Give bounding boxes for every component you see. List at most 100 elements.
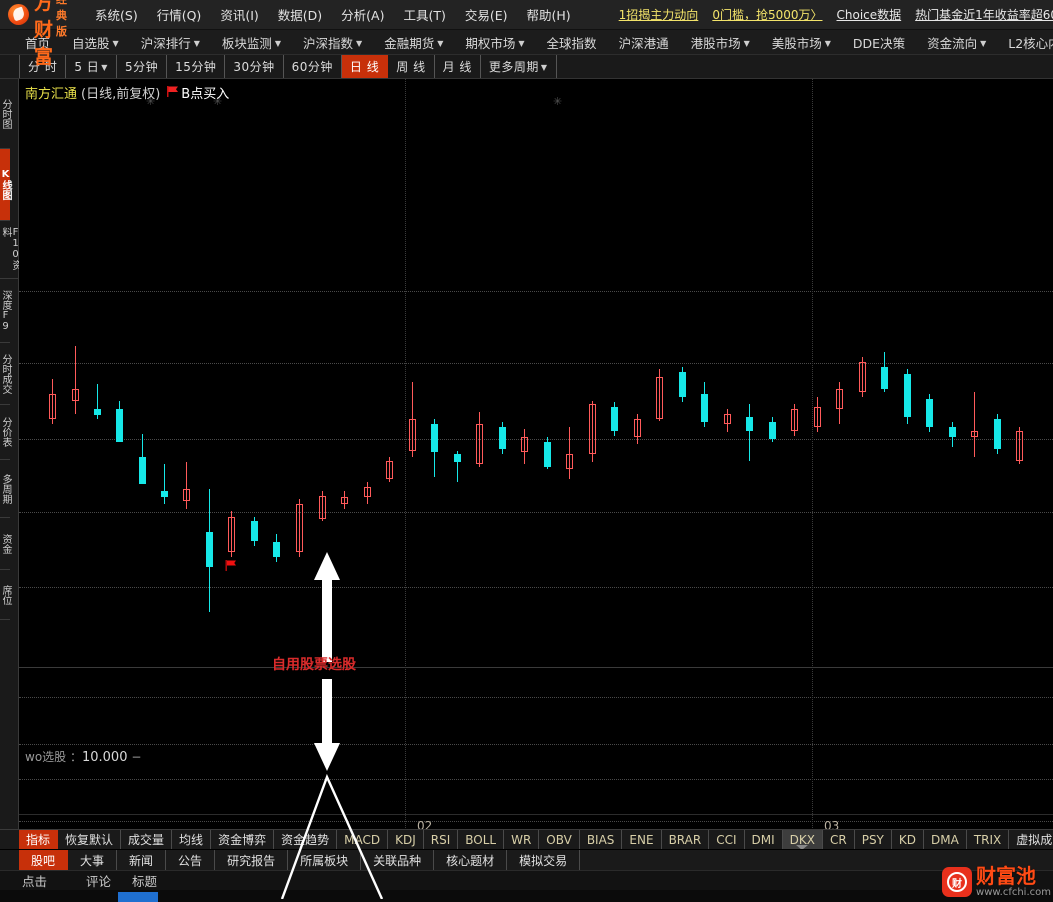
indicator-tab-DKX[interactable]: DKX — [782, 830, 823, 849]
period-label: 周 线 — [396, 60, 426, 74]
candlestick — [1015, 427, 1023, 464]
menu-item-data[interactable]: 数据(D) — [277, 8, 323, 23]
indicator-tab-资金趋势[interactable]: 资金趋势 — [274, 830, 338, 849]
indicator-tab-ENE[interactable]: ENE — [622, 830, 662, 849]
indicator-tab-RSI[interactable]: RSI — [424, 830, 459, 849]
candlestick — [93, 384, 101, 419]
indicator-tab-WR[interactable]: WR — [504, 830, 540, 849]
menu-item-news[interactable]: 资讯(I) — [220, 8, 259, 23]
nav-item-home[interactable]: 首页 — [14, 33, 61, 52]
promo-link-main-force[interactable]: 1招揭主力动向 — [618, 8, 699, 22]
nav-item-stock-connect[interactable]: 沪深港通 — [608, 33, 680, 52]
indicator-tab-BIAS[interactable]: BIAS — [580, 830, 623, 849]
indicator-tab-虚拟成交量[interactable]: 虚拟成交量 — [1009, 830, 1053, 849]
menu-item-tools[interactable]: 工具(T) — [403, 8, 446, 23]
nav-item-ranking[interactable]: 沪深排行 ▼ — [130, 33, 211, 52]
indicator-tab-BOLL[interactable]: BOLL — [458, 830, 505, 849]
indicator-tab-BRAR[interactable]: BRAR — [662, 830, 710, 849]
sidebar-item-tick-trades[interactable]: 分时成交 — [0, 343, 11, 405]
candlestick — [115, 401, 123, 442]
indicator-tab-label: DKX — [789, 832, 815, 847]
news-tab-公告[interactable]: 公告 — [166, 850, 216, 870]
sidebar-item-capital[interactable]: 资金 — [0, 518, 11, 570]
news-tab-核心题材[interactable]: 核心题材 — [434, 850, 508, 870]
news-tab-模拟交易[interactable]: 模拟交易 — [507, 850, 581, 870]
news-tab-所属板块[interactable]: 所属板块 — [288, 850, 362, 870]
nav-item-l2-core[interactable]: L2核心内参 — [997, 33, 1053, 52]
nav-item-capital-flow[interactable]: 资金流向 ▼ — [916, 33, 997, 52]
news-tab-股吧[interactable]: 股吧 — [19, 850, 69, 870]
sidebar-item-kline-chart[interactable]: K线图 — [0, 149, 11, 221]
period-button-5day[interactable]: 5 日 ▼ — [66, 55, 117, 78]
period-button-weekly[interactable]: 周 线 — [388, 55, 435, 78]
sidebar-item-intraday-chart[interactable]: 分时图 — [0, 79, 11, 149]
menu-item-quotes[interactable]: 行情(Q) — [156, 8, 202, 23]
menu-item-trade[interactable]: 交易(E) — [464, 8, 508, 23]
nav-item-index[interactable]: 沪深指数 ▼ — [292, 33, 373, 52]
nav-item-options[interactable]: 期权市场 ▼ — [454, 33, 535, 52]
promo-link-choice-data[interactable]: Choice数据 — [836, 8, 902, 22]
news-tab-关联品种[interactable]: 关联品种 — [361, 850, 435, 870]
sidebar-item-seats[interactable]: 席位 — [0, 570, 11, 620]
indicator-tab-DMA[interactable]: DMA — [924, 830, 967, 849]
sidebar-item-f10[interactable]: F10资料 — [0, 221, 21, 279]
indicator-tab-均线[interactable]: 均线 — [172, 830, 212, 849]
sidebar-item-multi-period[interactable]: 多周期 — [0, 460, 11, 518]
nav-label: 全球指数 — [546, 35, 597, 51]
period-button-15min[interactable]: 15分钟 — [167, 55, 226, 78]
candle-body — [318, 496, 326, 519]
indicator-tab-成交量[interactable]: 成交量 — [121, 830, 173, 849]
nav-item-dde[interactable]: DDE决策 — [842, 33, 916, 52]
indicator-tab-TRIX[interactable]: TRIX — [967, 830, 1010, 849]
period-button-60min[interactable]: 60分钟 — [284, 55, 342, 78]
promo-link-hot-funds[interactable]: 热门基金近1年收益率超60 — [915, 8, 1053, 22]
indicator-tab-DMI[interactable]: DMI — [745, 830, 783, 849]
sidebar-item-depth-f9[interactable]: 深度F9 — [0, 279, 11, 343]
menu-item-help[interactable]: 帮助(H) — [526, 8, 571, 23]
nav-item-us-market[interactable]: 美股市场 ▼ — [761, 33, 842, 52]
nav-item-hk-market[interactable]: 港股市场 ▼ — [680, 33, 761, 52]
app-logo[interactable]: 东方财富 经典版 — [0, 0, 67, 69]
promo-link-zero-threshold[interactable]: 0门槛，抢5000万〉 — [712, 8, 823, 22]
sidebar-item-price-table[interactable]: 分价表 — [0, 405, 11, 460]
news-tab-大事[interactable]: 大事 — [68, 850, 118, 870]
indicator-tab-恢复默认[interactable]: 恢复默认 — [58, 830, 122, 849]
period-button-more[interactable]: 更多周期 ▼ — [481, 55, 557, 78]
candle-body — [948, 427, 956, 437]
indicator-tab-OBV[interactable]: OBV — [539, 830, 580, 849]
indicator-tab-资金博弈[interactable]: 资金博弈 — [211, 830, 275, 849]
candle-body — [160, 491, 168, 497]
indicator-tab-PSY[interactable]: PSY — [855, 830, 892, 849]
vgridline — [405, 79, 406, 834]
indicator-tab-指标[interactable]: 指标 — [19, 830, 59, 849]
sidebar-item-label: 深度F9 — [0, 289, 11, 332]
period-button-30min[interactable]: 30分钟 — [225, 55, 284, 78]
news-tab-研究报告[interactable]: 研究报告 — [215, 850, 289, 870]
indicator-readout: wo选股 ：10.000 − — [25, 748, 141, 765]
nav-item-global-index[interactable]: 全球指数 — [536, 33, 608, 52]
candle-body — [835, 389, 843, 409]
nav-item-watchlist[interactable]: 自选股 ▼ — [61, 33, 130, 52]
news-tab-新闻[interactable]: 新闻 — [117, 850, 167, 870]
nav-item-futures[interactable]: 金融期货 ▼ — [373, 33, 454, 52]
candlestick — [610, 402, 618, 436]
menu-item-system[interactable]: 系统(S) — [95, 8, 138, 23]
period-button-5min[interactable]: 5分钟 — [117, 55, 168, 78]
candlestick — [813, 397, 821, 432]
candle-body — [385, 461, 393, 479]
indicator-tab-KD[interactable]: KD — [892, 830, 924, 849]
news-tab-label: 模拟交易 — [519, 853, 568, 868]
indicator-tab-CR[interactable]: CR — [823, 830, 855, 849]
chevron-down-icon: ▼ — [437, 38, 444, 48]
nav-item-sector-monitor[interactable]: 板块监测 ▼ — [211, 33, 292, 52]
period-button-intraday[interactable]: 分 时 — [19, 55, 67, 78]
candle-wick — [726, 409, 728, 432]
buy-signal-label: B点买入 — [181, 87, 230, 102]
menu-item-analysis[interactable]: 分析(A) — [341, 8, 385, 23]
indicator-tab-KDJ[interactable]: KDJ — [388, 830, 424, 849]
period-button-monthly[interactable]: 月 线 — [435, 55, 481, 78]
kline-chart[interactable]: ✳ ✳ ✳ 南方汇通 (日线,前复权) B点买入 自用股票选股 — [19, 79, 1053, 899]
period-button-daily[interactable]: 日 线 — [341, 55, 389, 78]
indicator-tab-CCI[interactable]: CCI — [709, 830, 745, 849]
news-row-partial[interactable] — [0, 890, 1053, 902]
